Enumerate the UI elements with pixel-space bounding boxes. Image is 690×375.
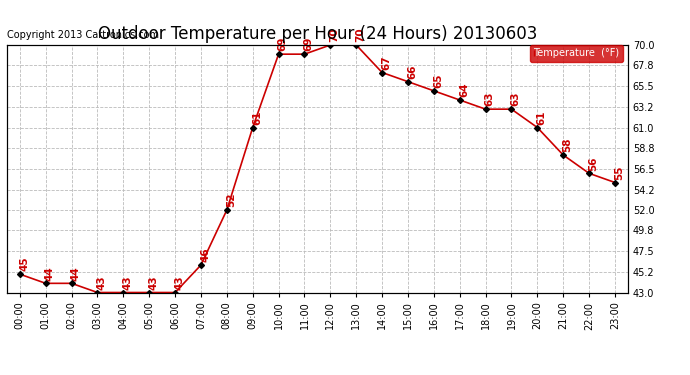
Legend: Temperature  (°F): Temperature (°F): [530, 45, 623, 62]
Text: 58: 58: [562, 138, 573, 152]
Text: 64: 64: [459, 82, 469, 97]
Text: 70: 70: [330, 28, 339, 42]
Text: 44: 44: [45, 266, 55, 280]
Text: 43: 43: [148, 275, 159, 290]
Title: Outdoor Temperature per Hour (24 Hours) 20130603: Outdoor Temperature per Hour (24 Hours) …: [98, 26, 537, 44]
Text: 70: 70: [355, 28, 366, 42]
Text: 63: 63: [485, 92, 495, 106]
Text: 43: 43: [97, 275, 107, 290]
Text: 67: 67: [382, 55, 391, 70]
Text: 61: 61: [252, 110, 262, 125]
Text: 44: 44: [71, 266, 81, 280]
Text: 69: 69: [278, 37, 288, 51]
Text: 63: 63: [511, 92, 521, 106]
Text: Copyright 2013 Cartronics.com: Copyright 2013 Cartronics.com: [7, 30, 159, 40]
Text: 43: 43: [175, 275, 184, 290]
Text: 46: 46: [200, 248, 210, 262]
Text: 52: 52: [226, 193, 236, 207]
Text: 65: 65: [433, 74, 443, 88]
Text: 45: 45: [19, 257, 29, 272]
Text: 55: 55: [614, 165, 624, 180]
Text: 69: 69: [304, 37, 314, 51]
Text: 66: 66: [407, 64, 417, 79]
Text: 61: 61: [537, 110, 546, 125]
Text: 56: 56: [589, 156, 598, 171]
Text: 43: 43: [123, 275, 132, 290]
